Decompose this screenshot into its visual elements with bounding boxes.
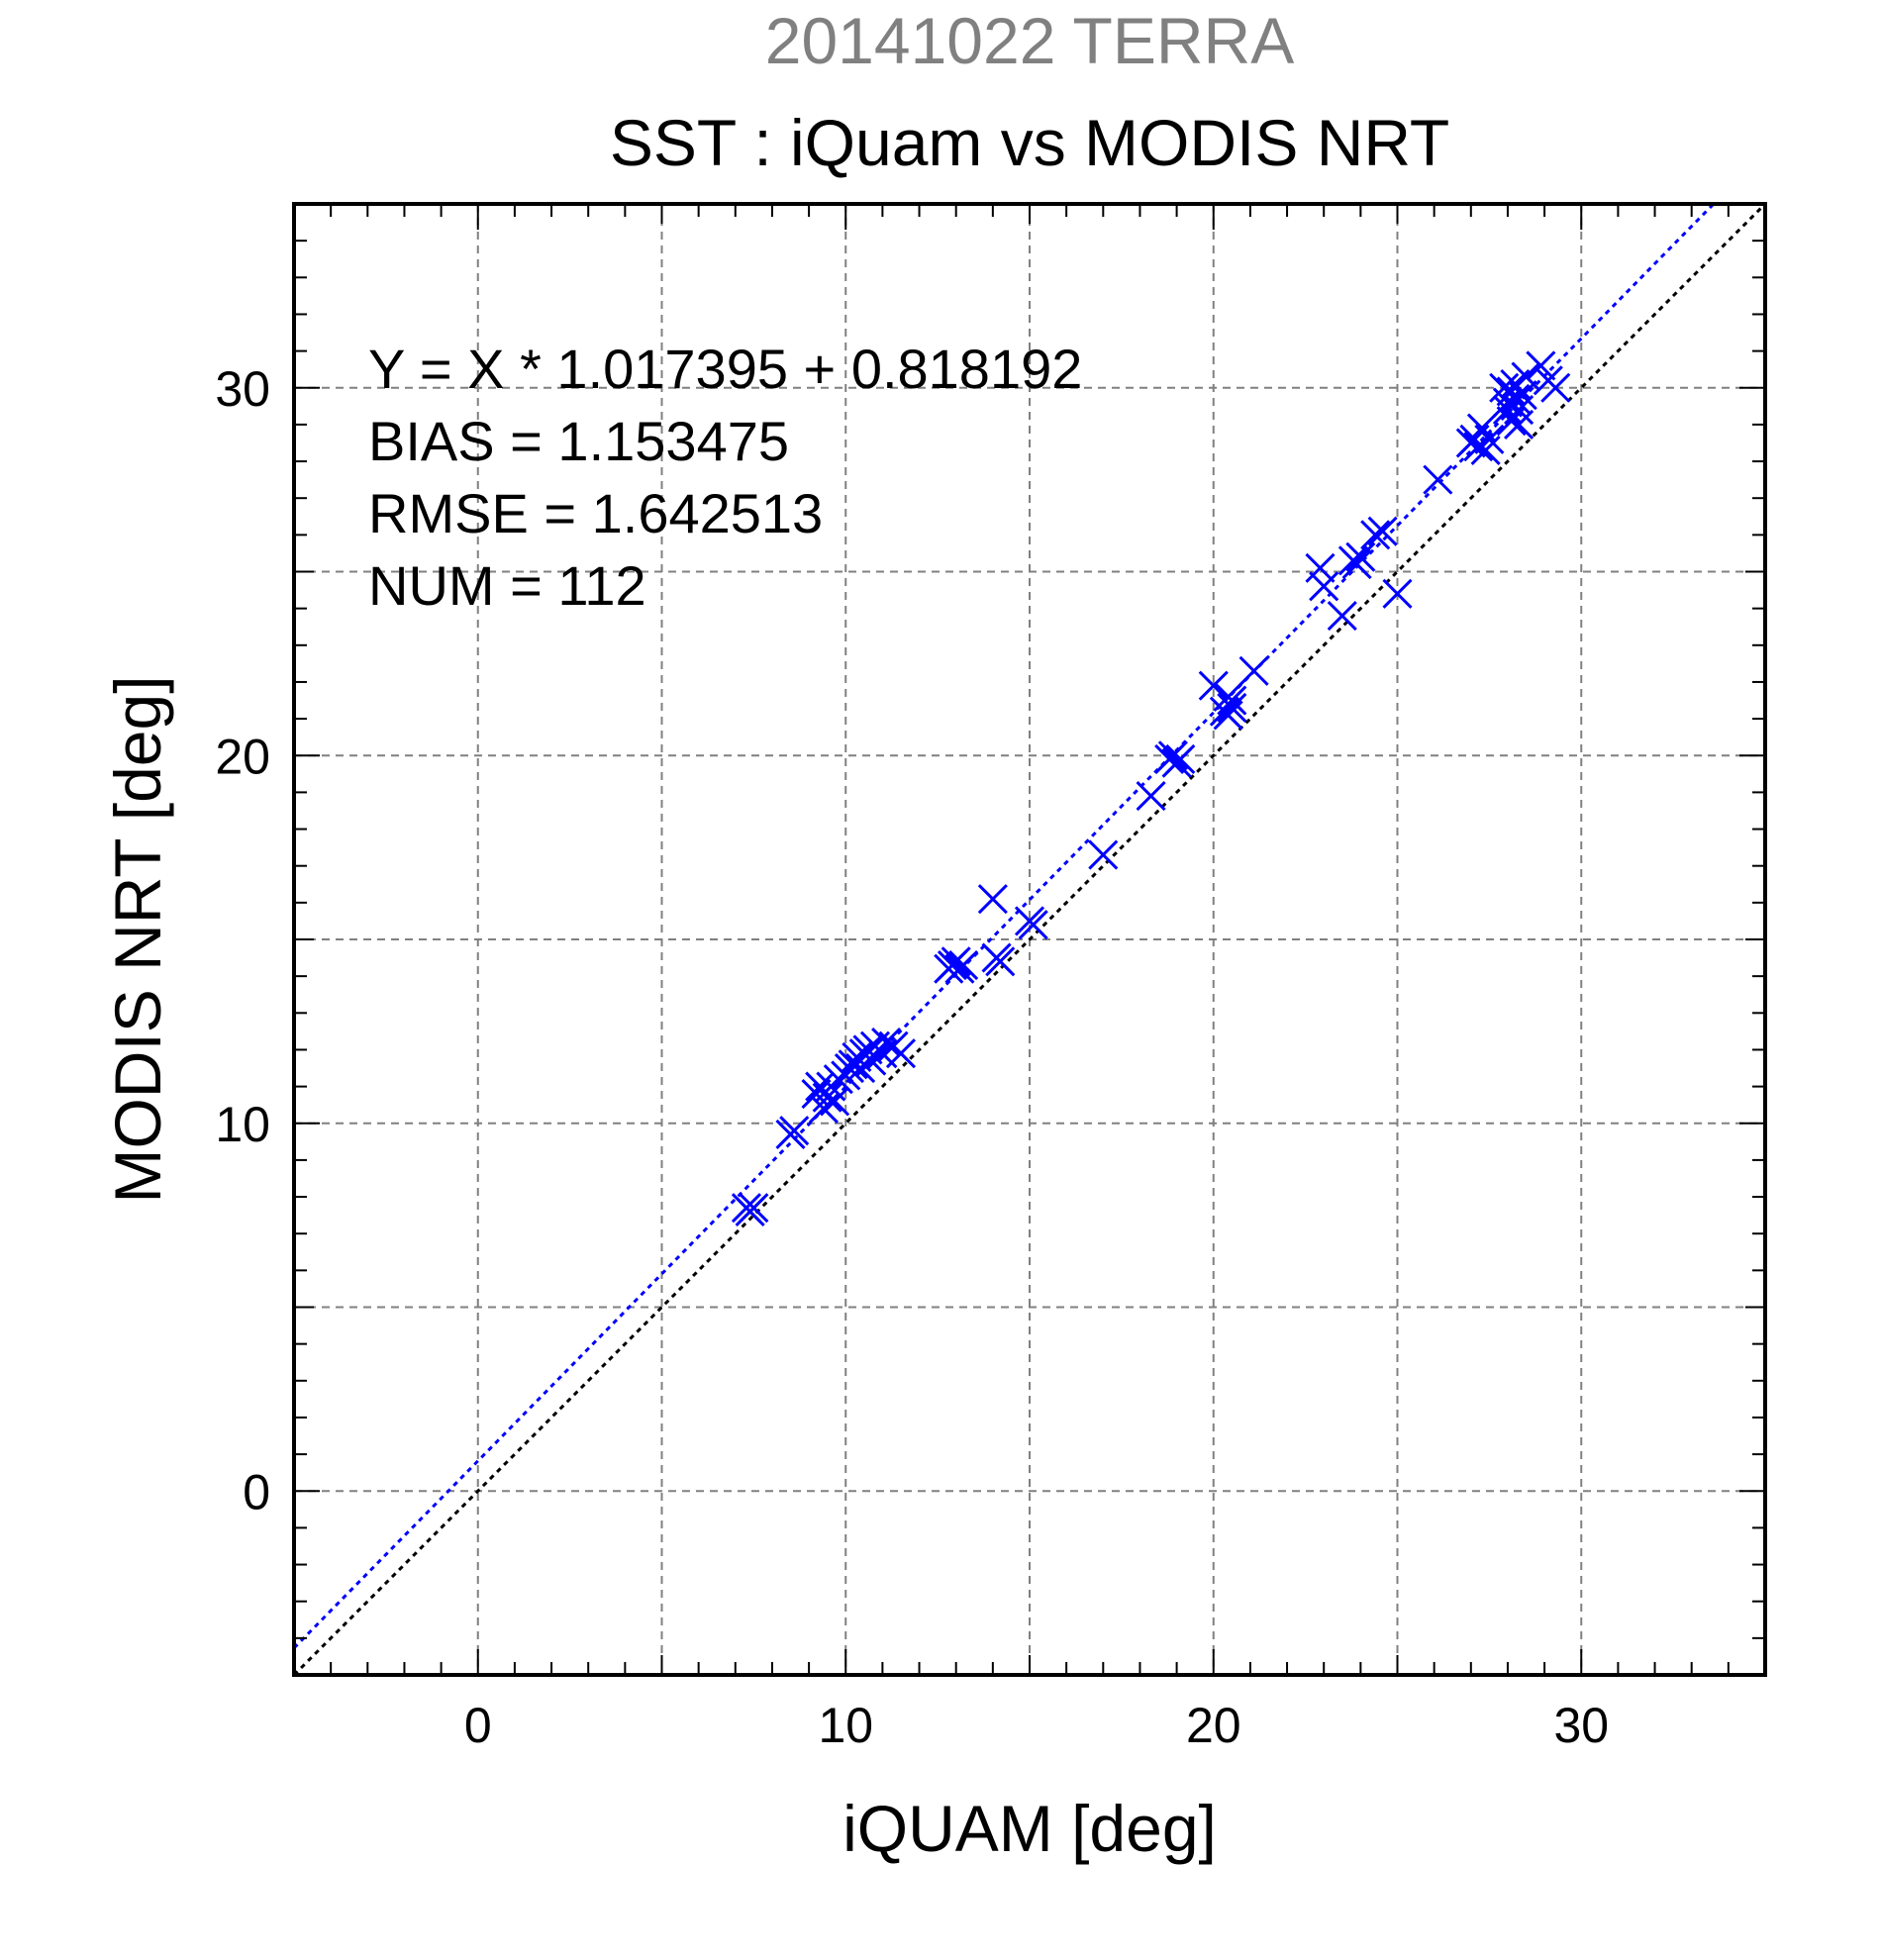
- chart-title: SST : iQuam vs MODIS NRT: [610, 106, 1449, 179]
- data-point: [1345, 541, 1376, 572]
- data-point: [1382, 578, 1413, 609]
- tick-labels: 0 10 20 30 0 10 20 30: [215, 361, 1609, 1753]
- data-point: [871, 1027, 902, 1058]
- fit-statistic-line: RMSE = 1.642513: [368, 482, 823, 544]
- fit-statistic-line: BIAS = 1.153475: [368, 410, 789, 472]
- data-point: [1327, 601, 1357, 632]
- data-point: [1540, 372, 1571, 403]
- y-axis-label: MODIS NRT [deg]: [101, 675, 174, 1203]
- x-axis-label: iQUAM [deg]: [842, 1792, 1217, 1865]
- data-point: [779, 1116, 810, 1146]
- x-tick-label: 0: [464, 1698, 492, 1753]
- data-point: [1217, 685, 1247, 716]
- data-point: [1198, 670, 1229, 701]
- data-point: [1507, 380, 1537, 411]
- data-point: [812, 1082, 842, 1113]
- data-point: [940, 946, 971, 977]
- y-tick-label: 10: [215, 1097, 270, 1152]
- identity-line: [294, 204, 1765, 1675]
- data-point: [801, 1078, 832, 1110]
- data-points: [731, 350, 1571, 1226]
- data-point: [1309, 571, 1339, 602]
- data-point: [948, 949, 979, 981]
- y-tick-label: 30: [215, 361, 270, 417]
- axis-ticks: [293, 203, 1766, 1676]
- data-point: [1526, 350, 1556, 381]
- chart-supertitle: 20141022 TERRA: [765, 4, 1294, 77]
- data-point: [1367, 516, 1398, 546]
- fit-statistic-line: Y = X * 1.017395 + 0.818192: [368, 338, 1082, 400]
- x-tick-label: 10: [818, 1698, 873, 1753]
- data-point: [985, 946, 1016, 977]
- data-point: [977, 884, 1008, 915]
- data-point: [1504, 409, 1534, 440]
- x-tick-label: 30: [1553, 1698, 1609, 1753]
- data-point: [739, 1193, 769, 1224]
- fit-line: [294, 204, 1716, 1649]
- data-point: [1165, 743, 1196, 775]
- data-point: [1423, 464, 1453, 495]
- y-tick-label: 0: [243, 1464, 270, 1519]
- reference-lines: [294, 204, 1765, 1675]
- data-point: [1217, 692, 1247, 724]
- fit-statistics: Y = X * 1.017395 + 0.818192 BIAS = 1.1534…: [368, 338, 1082, 617]
- data-point: [1470, 435, 1501, 465]
- data-point: [1018, 910, 1048, 940]
- data-point: [1136, 781, 1166, 812]
- data-point: [1157, 740, 1188, 771]
- fit-statistic-line: NUM = 112: [368, 554, 646, 617]
- data-point: [1341, 549, 1372, 580]
- data-point: [1088, 839, 1119, 870]
- data-point: [1305, 552, 1336, 583]
- data-point: [1500, 383, 1531, 414]
- y-tick-label: 20: [215, 729, 270, 784]
- data-point: [1360, 520, 1391, 550]
- data-point: [1238, 655, 1269, 686]
- data-point: [885, 1038, 917, 1069]
- data-point: [1474, 424, 1505, 454]
- x-tick-label: 20: [1186, 1698, 1241, 1753]
